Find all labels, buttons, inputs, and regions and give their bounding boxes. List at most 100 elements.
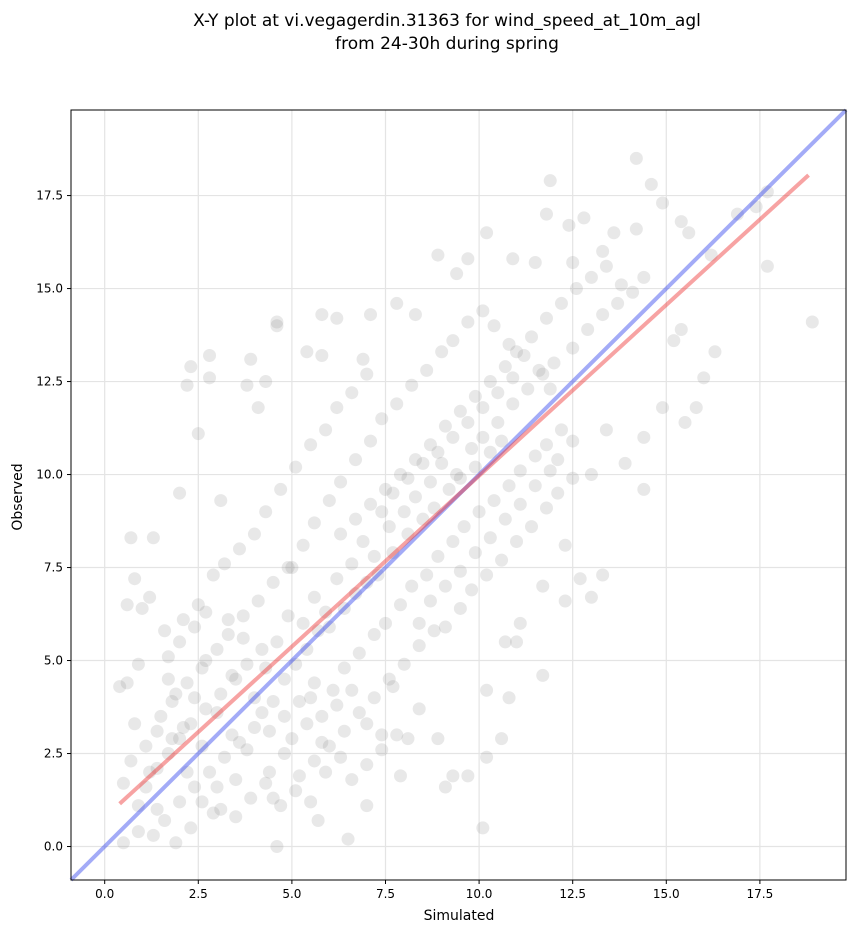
scatter-point	[307, 590, 321, 604]
scatter-point	[229, 810, 243, 824]
scatter-point	[334, 475, 348, 489]
scatter-point	[266, 791, 280, 805]
scatter-point	[539, 438, 553, 452]
scatter-point	[304, 691, 318, 705]
scatter-point	[367, 549, 381, 563]
scatter-point	[480, 568, 494, 582]
scatter-point	[547, 356, 561, 370]
scatter-point	[749, 200, 763, 214]
scatter-point	[199, 702, 213, 716]
scatter-point	[266, 575, 280, 589]
scatter-point	[337, 661, 351, 675]
scatter-point	[371, 568, 385, 582]
scatter-point	[656, 401, 670, 415]
scatter-point	[345, 683, 359, 697]
scatter-point	[498, 635, 512, 649]
scatter-point	[401, 527, 415, 541]
x-axis-ticks: 0.0 2.5 5.0 7.5 10.0 12.5 15.0 17.5	[95, 880, 773, 901]
plot-frame	[70, 109, 847, 881]
scatter-point	[543, 464, 557, 478]
scatter-point	[539, 311, 553, 325]
scatter-point	[289, 657, 303, 671]
scatter-point	[453, 404, 467, 418]
scatter-point	[543, 174, 557, 188]
scatter-point	[386, 486, 400, 500]
lines-layer	[69, 108, 848, 882]
scatter-point	[506, 371, 520, 385]
scatter-point	[502, 337, 516, 351]
scatter-point	[236, 631, 250, 645]
scatter-point	[199, 654, 213, 668]
scatter-point	[513, 497, 527, 511]
scatter-point	[203, 349, 217, 363]
scatter-point	[397, 657, 411, 671]
scatter-point	[184, 717, 198, 731]
scatter-point	[476, 304, 490, 318]
scatter-point	[521, 382, 535, 396]
scatter-point	[146, 531, 160, 545]
scatter-point	[510, 635, 524, 649]
scatter-point	[262, 765, 276, 779]
scatter-point	[382, 672, 396, 686]
scatter-point	[173, 486, 187, 500]
scatter-point	[247, 720, 261, 734]
scatter-point	[266, 694, 280, 708]
scatter-point	[169, 836, 183, 850]
scatter-point	[244, 791, 258, 805]
scatter-point	[566, 434, 580, 448]
scatter-point	[637, 270, 651, 284]
scatter-point	[480, 226, 494, 240]
scatter-point	[498, 512, 512, 526]
x-tick-label: 17.5	[747, 887, 774, 901]
scatter-point	[431, 248, 445, 262]
y-axis-ticks: 0.0 2.5 5.0 7.5 10.0 12.5 15.0 17.5	[36, 189, 71, 854]
scatter-point	[611, 296, 625, 310]
scatter-point	[364, 308, 378, 322]
scatter-point	[360, 758, 374, 772]
scatter-point	[656, 196, 670, 210]
scatter-point	[637, 482, 651, 496]
scatter-point	[480, 750, 494, 764]
scatter-point	[270, 840, 284, 854]
scatter-point	[296, 538, 310, 552]
scatter-point	[330, 698, 344, 712]
scatter-point	[629, 151, 643, 165]
scatter-point	[678, 415, 692, 429]
scatter-point	[161, 672, 175, 686]
scatter-point	[352, 706, 366, 720]
scatter-point	[270, 635, 284, 649]
scatter-point	[427, 501, 441, 515]
scatter-point	[232, 542, 246, 556]
chart-title-line-2: from 24-30h during spring	[335, 34, 559, 54]
scatter-point	[120, 598, 134, 612]
scatter-point	[483, 445, 497, 459]
scatter-point	[214, 802, 228, 816]
scatter-point	[360, 575, 374, 589]
scatter-point	[401, 732, 415, 746]
y-tick-label: 5.0	[44, 654, 63, 668]
scatter-point	[689, 401, 703, 415]
scatter-point	[446, 334, 460, 348]
scatter-point	[158, 813, 172, 827]
scatter-point	[423, 475, 437, 489]
scatter-point	[116, 776, 130, 790]
scatter-point	[247, 527, 261, 541]
scatter-point	[461, 252, 475, 266]
scatter-point	[468, 460, 482, 474]
scatter-point	[525, 520, 539, 534]
scatter-point	[539, 501, 553, 515]
scatter-point	[349, 587, 363, 601]
scatter-point	[420, 363, 434, 377]
scatter-point	[146, 828, 160, 842]
scatter-point	[551, 486, 565, 500]
x-tick-label: 15.0	[653, 887, 680, 901]
scatter-point	[139, 739, 153, 753]
scatter-point	[191, 598, 205, 612]
scatter-point	[251, 594, 265, 608]
scatter-point	[495, 732, 509, 746]
scatter-point	[401, 471, 415, 485]
scatter-point	[569, 282, 583, 296]
scatter-point	[483, 375, 497, 389]
scatter-point	[206, 806, 220, 820]
